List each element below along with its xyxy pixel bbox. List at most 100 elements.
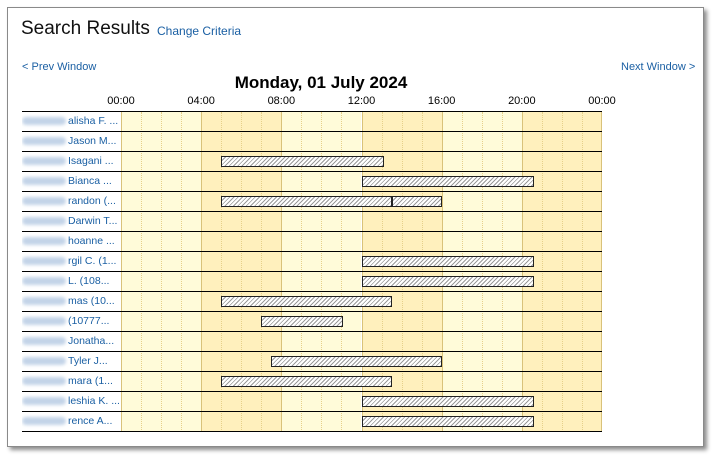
redacted-name [22,117,66,126]
employee-name-label: rgil C. (1... [68,255,117,267]
hour-gridline [481,112,483,432]
row-divider [22,371,602,372]
employee-name-link[interactable]: hoanne ... [22,232,121,252]
hour-gridline [541,112,543,432]
schedule-date: Monday, 01 July 2024 [234,73,408,92]
employee-name-link[interactable]: alisha F. ... [22,112,121,132]
redacted-name [22,297,66,306]
redacted-name [22,397,66,406]
employee-name-link[interactable]: rence A... [22,412,121,432]
row-divider [22,231,602,232]
shift-bar[interactable] [221,156,384,167]
row-divider [22,291,602,292]
redacted-name [22,257,66,266]
employee-name-link[interactable]: leshia K. ... [22,392,121,412]
employee-name-label: mas (10... [68,295,115,307]
employee-name-link[interactable]: L. (108... [22,272,121,292]
hour-gridline [201,112,203,432]
shift-bar[interactable] [361,416,534,427]
hour-gridline [521,112,523,432]
shift-bar[interactable] [361,276,534,287]
row-divider [22,351,602,352]
shift-bar[interactable] [361,256,534,267]
hour-gridline [441,112,443,432]
time-tick: 08:00 [267,95,296,107]
employee-name-label: alisha F. ... [68,115,119,127]
redacted-name [22,277,66,286]
redacted-name [22,377,66,386]
shift-bar[interactable] [261,316,344,327]
employee-name-label: L. (108... [68,275,110,287]
prev-window-link[interactable]: < Prev Window [22,61,97,73]
time-tick: 16:00 [427,95,456,107]
time-tick: 20:00 [508,95,536,107]
employee-name-link[interactable]: Bianca ... [22,172,121,192]
row-divider [22,191,602,192]
redacted-name [22,317,66,326]
shift-bar[interactable] [391,196,442,207]
header-divider [22,111,602,112]
employee-name-label: Jason M... [68,135,117,147]
hour-gridline [221,112,223,432]
shift-bar[interactable] [221,196,392,207]
hour-gridline [401,112,403,432]
hour-gridline [581,112,583,432]
hour-gridline [361,112,363,432]
shift-bar[interactable] [271,356,442,367]
row-divider [22,331,602,332]
row-divider [22,171,602,172]
time-tick: 12:00 [347,95,376,107]
hour-gridline [321,112,323,432]
page-title: Search Results [21,18,150,39]
employee-name-label: mara (1... [68,375,113,387]
hour-gridline [301,112,303,432]
time-tick: 00:00 [588,95,616,107]
employee-name-label: Isagani ... [68,155,114,167]
next-window-link[interactable]: Next Window > [621,61,696,73]
row-divider [22,211,602,212]
row-divider [22,271,602,272]
redacted-name [22,217,66,226]
redacted-name [22,177,66,186]
row-divider [22,431,602,432]
shift-bar[interactable] [221,376,392,387]
time-tick: 04:00 [187,95,215,107]
hour-gridline [341,112,343,432]
employee-name-link[interactable]: Darwin T... [22,212,121,232]
shift-bar[interactable] [361,396,534,407]
time-band [441,112,522,432]
hour-gridline [601,112,602,432]
employee-name-label: randon (... [68,195,116,207]
employee-name-link[interactable]: Jonatha... [22,332,121,352]
redacted-name [22,237,66,246]
employee-name-link[interactable]: Isagani ... [22,152,121,172]
employee-name-link[interactable]: randon (... [22,192,121,212]
shift-bar[interactable] [221,296,392,307]
redacted-name [22,337,66,346]
hour-gridline [121,112,122,432]
change-criteria-link[interactable]: Change Criteria [157,24,242,38]
hour-gridline [461,112,463,432]
employee-name-label: Jonatha... [68,335,115,347]
employee-name-link[interactable]: rgil C. (1... [22,252,121,272]
row-divider [22,411,602,412]
shift-bar[interactable] [361,176,534,187]
hour-gridline [501,112,503,432]
time-tick: 00:00 [107,95,135,107]
row-divider [22,251,602,252]
employee-name-label: rence A... [68,415,113,427]
redacted-name [22,417,66,426]
schedule-grid [22,112,602,432]
employee-name-label: Tyler J... [68,355,108,367]
employee-name-link[interactable]: mas (10... [22,292,121,312]
row-divider [22,311,602,312]
employee-name-link[interactable]: (10777... [22,312,121,332]
employee-name-link[interactable]: Tyler J... [22,352,121,372]
hour-gridline [141,112,143,432]
employee-name-label: Darwin T... [68,215,118,227]
employee-name-label: leshia K. ... [68,395,120,407]
employee-name-link[interactable]: mara (1... [22,372,121,392]
employee-name-link[interactable]: Jason M... [22,132,121,152]
hour-gridline [381,112,383,432]
row-divider [22,131,602,132]
